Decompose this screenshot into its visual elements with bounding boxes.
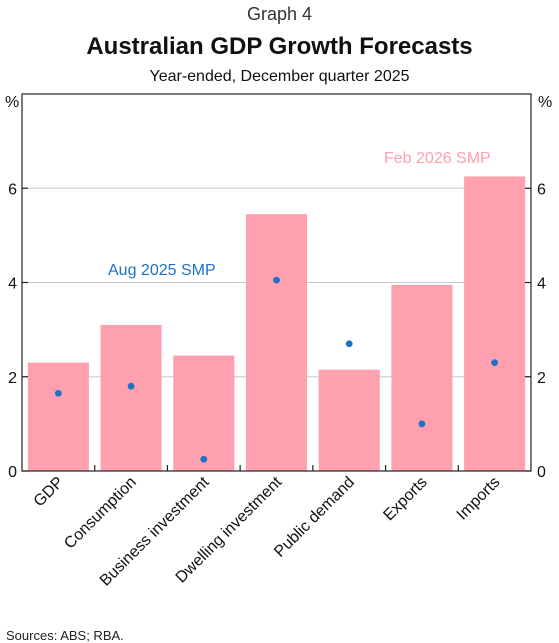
- dot-5: [345, 340, 353, 348]
- series-label-dots: Aug 2025 SMP: [108, 262, 216, 279]
- bar-2: [100, 324, 162, 471]
- dot-2: [127, 382, 135, 390]
- tick-label-right: 2: [537, 370, 546, 387]
- chart-subtitle: Year-ended, December quarter 2025: [149, 68, 410, 85]
- y-unit-right: %: [538, 94, 552, 111]
- y-unit-left: %: [5, 94, 19, 111]
- bars: [27, 176, 526, 471]
- bar-7: [464, 176, 526, 471]
- tick-label-left: 2: [8, 370, 17, 387]
- bar-5: [318, 369, 380, 471]
- graph-label: Graph 4: [246, 4, 313, 24]
- category-label-6: Exports: [380, 474, 430, 524]
- category-label-1: GDP: [31, 474, 68, 511]
- chart-title: Australian GDP Growth Forecasts: [86, 33, 473, 60]
- dots: [54, 276, 499, 463]
- tick-label-left: 0: [8, 464, 17, 481]
- tick-label-right: 4: [537, 276, 546, 293]
- dot-1: [54, 389, 62, 397]
- category-label-2: Consumption: [61, 474, 140, 553]
- dot-3: [200, 455, 208, 463]
- bar-6: [391, 284, 453, 471]
- tick-label-right: 6: [537, 181, 546, 198]
- series-label-bars: Feb 2026 SMP: [384, 150, 491, 167]
- tick-label-right: 0: [537, 464, 546, 481]
- dot-4: [273, 276, 280, 284]
- tick-label-left: 4: [8, 276, 17, 293]
- dot-6: [418, 420, 426, 428]
- tick-label-left: 6: [8, 181, 17, 198]
- axes: 0 0 2 2 4 4 6 6%%: [5, 93, 552, 481]
- category-label-7: Imports: [454, 474, 504, 524]
- bar-4: [245, 214, 308, 471]
- bar-1: [27, 362, 89, 471]
- dot-7: [491, 359, 499, 367]
- sources-note: Sources: ABS; RBA.: [6, 628, 124, 643]
- bar-3: [173, 355, 235, 471]
